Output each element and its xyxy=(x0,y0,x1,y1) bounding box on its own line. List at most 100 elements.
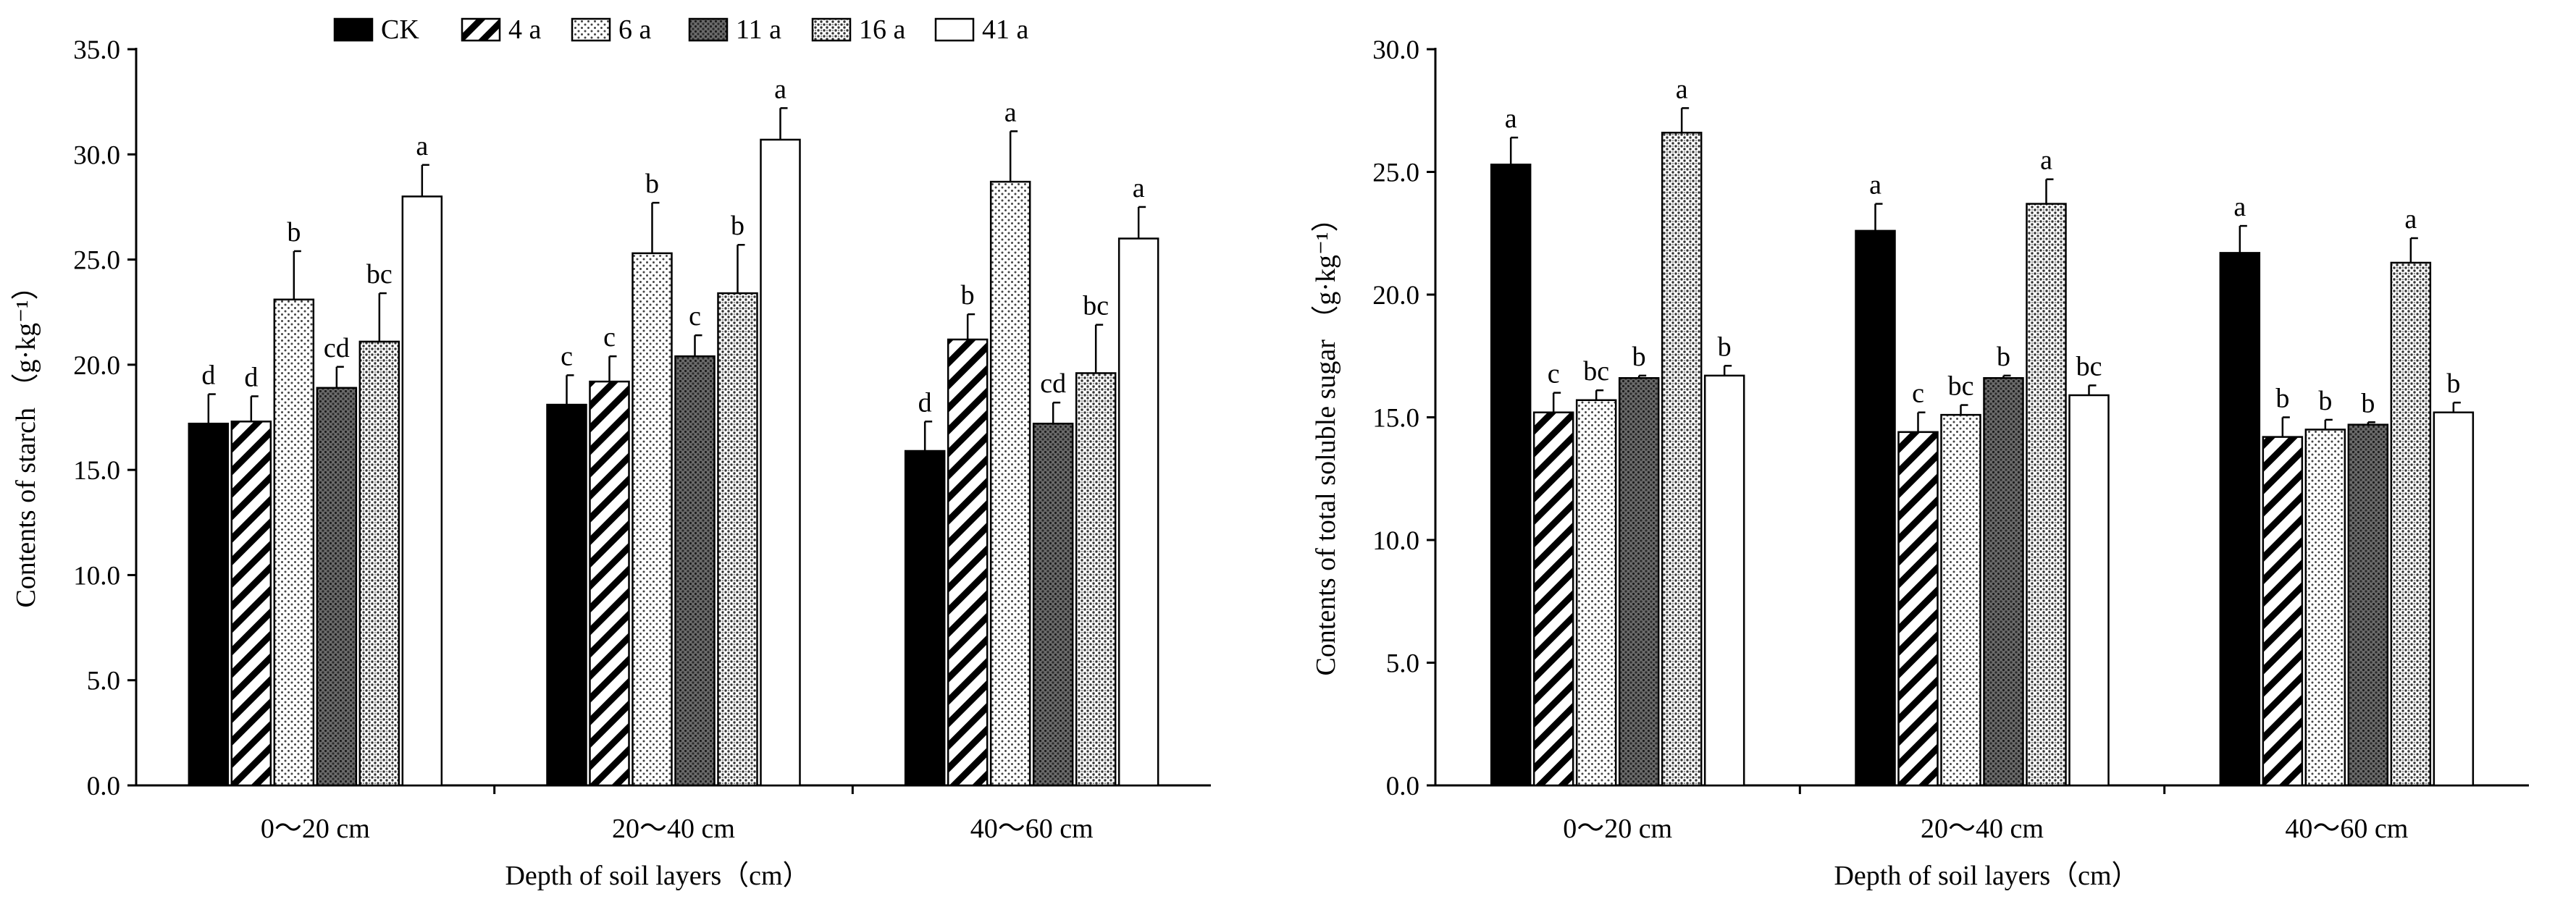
legend-label: CK xyxy=(381,14,419,45)
bar xyxy=(273,298,315,787)
y-tick-label: 0.0 xyxy=(87,772,120,801)
y-axis-label: Contents of total soluble sugar （g·kg⁻¹） xyxy=(1311,205,1341,676)
significance-letter: d xyxy=(244,362,258,392)
significance-letter: cd xyxy=(324,333,350,363)
bar xyxy=(188,422,230,787)
x-axis-label: Depth of soil layers（cm） xyxy=(1834,861,2139,891)
y-tick-label: 5.0 xyxy=(1386,649,1419,679)
x-tick-label: 0～20 cm xyxy=(1563,814,1672,844)
legend-label: 4 a xyxy=(508,14,542,45)
bar xyxy=(1618,377,1660,787)
bar xyxy=(1532,411,1574,787)
bar xyxy=(1940,413,1981,787)
bar xyxy=(1897,431,1939,787)
bar xyxy=(230,421,272,787)
significance-letter: b xyxy=(2275,384,2289,414)
significance-letter: a xyxy=(416,131,428,161)
bar xyxy=(1075,372,1117,787)
y-tick-label: 25.0 xyxy=(73,246,120,276)
bar xyxy=(1575,399,1617,787)
starch-chart: Contents of starch （g·kg⁻¹） Depth of soi… xyxy=(11,35,1211,891)
significance-letter: c xyxy=(1912,379,1924,409)
bar xyxy=(2433,411,2475,787)
significance-letter: b xyxy=(1718,332,1732,362)
bar xyxy=(1703,374,1745,787)
legend-swatch xyxy=(811,17,852,42)
significance-letter: a xyxy=(2233,192,2246,222)
bar xyxy=(589,380,630,787)
sugar-chart: Contents of total soluble sugar （g·kg⁻¹）… xyxy=(1311,35,2529,891)
bar xyxy=(2262,436,2304,787)
bar xyxy=(2347,423,2389,787)
y-tick-label: 5.0 xyxy=(87,667,120,696)
significance-letter: bc xyxy=(2076,351,2102,381)
legend-label: 11 a xyxy=(736,14,781,45)
significance-letter: b xyxy=(961,280,975,311)
bar xyxy=(1983,377,2024,787)
x-tick-label: 40～60 cm xyxy=(970,814,1094,844)
significance-letter: b xyxy=(731,211,744,241)
legend-label: 6 a xyxy=(618,14,652,45)
significance-letter: c xyxy=(689,301,701,332)
legend: CK 4 a 6 a 11 a 16 a 41 a xyxy=(333,14,1029,45)
significance-letter: b xyxy=(287,217,301,248)
significance-letter: d xyxy=(918,387,932,418)
significance-letter: b xyxy=(1997,342,2010,372)
legend-swatch xyxy=(461,17,501,42)
y-tick-label: 20.0 xyxy=(73,351,120,381)
significance-letter: a xyxy=(2404,204,2417,235)
y-tick-label: 30.0 xyxy=(73,140,120,170)
x-tick-label: 0～20 cm xyxy=(261,814,370,844)
bar xyxy=(401,195,443,787)
y-tick-label: 15.0 xyxy=(73,456,120,486)
significance-letter: bc xyxy=(1948,371,1974,402)
bar xyxy=(1117,237,1159,787)
x-axis-label: Depth of soil layers（cm） xyxy=(505,861,810,891)
significance-letter: bc xyxy=(366,259,393,290)
significance-letter: b xyxy=(2446,368,2460,399)
significance-letter: c xyxy=(603,322,616,353)
y-tick-label: 10.0 xyxy=(1372,526,1419,556)
significance-letter: b xyxy=(1632,342,1646,372)
bar xyxy=(760,138,801,787)
bar xyxy=(989,180,1031,787)
significance-letter: c xyxy=(561,341,573,371)
bar xyxy=(2068,394,2110,787)
bar xyxy=(2026,203,2067,787)
x-tick-label: 20～40 cm xyxy=(612,814,735,844)
legend-swatch xyxy=(571,17,611,42)
legend-label: 16 a xyxy=(859,14,906,45)
significance-letter: a xyxy=(1505,104,1517,134)
significance-letter: a xyxy=(1676,74,1688,104)
bar xyxy=(717,292,758,787)
significance-letter: a xyxy=(1004,97,1017,127)
legend-label: 41 a xyxy=(982,14,1029,45)
bar xyxy=(2304,429,2346,787)
legend-swatch xyxy=(333,17,374,42)
bar xyxy=(546,403,587,787)
significance-letter: b xyxy=(2361,388,2375,418)
bar xyxy=(1032,422,1074,787)
bar xyxy=(674,355,716,787)
bar xyxy=(904,450,946,787)
y-axis-label: Contents of starch （g·kg⁻¹） xyxy=(11,272,41,607)
significance-letter: a xyxy=(2040,145,2052,176)
legend-swatch xyxy=(934,17,975,42)
significance-letter: c xyxy=(1548,359,1560,389)
significance-letter: b xyxy=(645,169,659,199)
x-tick-label: 40～60 cm xyxy=(2285,814,2408,844)
y-tick-label: 0.0 xyxy=(1386,772,1419,801)
bar xyxy=(316,387,358,787)
x-tick-label: 20～40 cm xyxy=(1921,814,2044,844)
bar xyxy=(1661,132,1703,787)
significance-letter: cd xyxy=(1040,368,1066,399)
significance-letter: a xyxy=(774,74,786,104)
bar xyxy=(947,338,989,787)
significance-letter: d xyxy=(201,360,215,391)
bar xyxy=(1855,229,1896,787)
y-tick-label: 10.0 xyxy=(73,561,120,591)
y-tick-label: 15.0 xyxy=(1372,404,1419,434)
bar xyxy=(2219,252,2261,787)
y-tick-label: 30.0 xyxy=(1372,35,1419,65)
